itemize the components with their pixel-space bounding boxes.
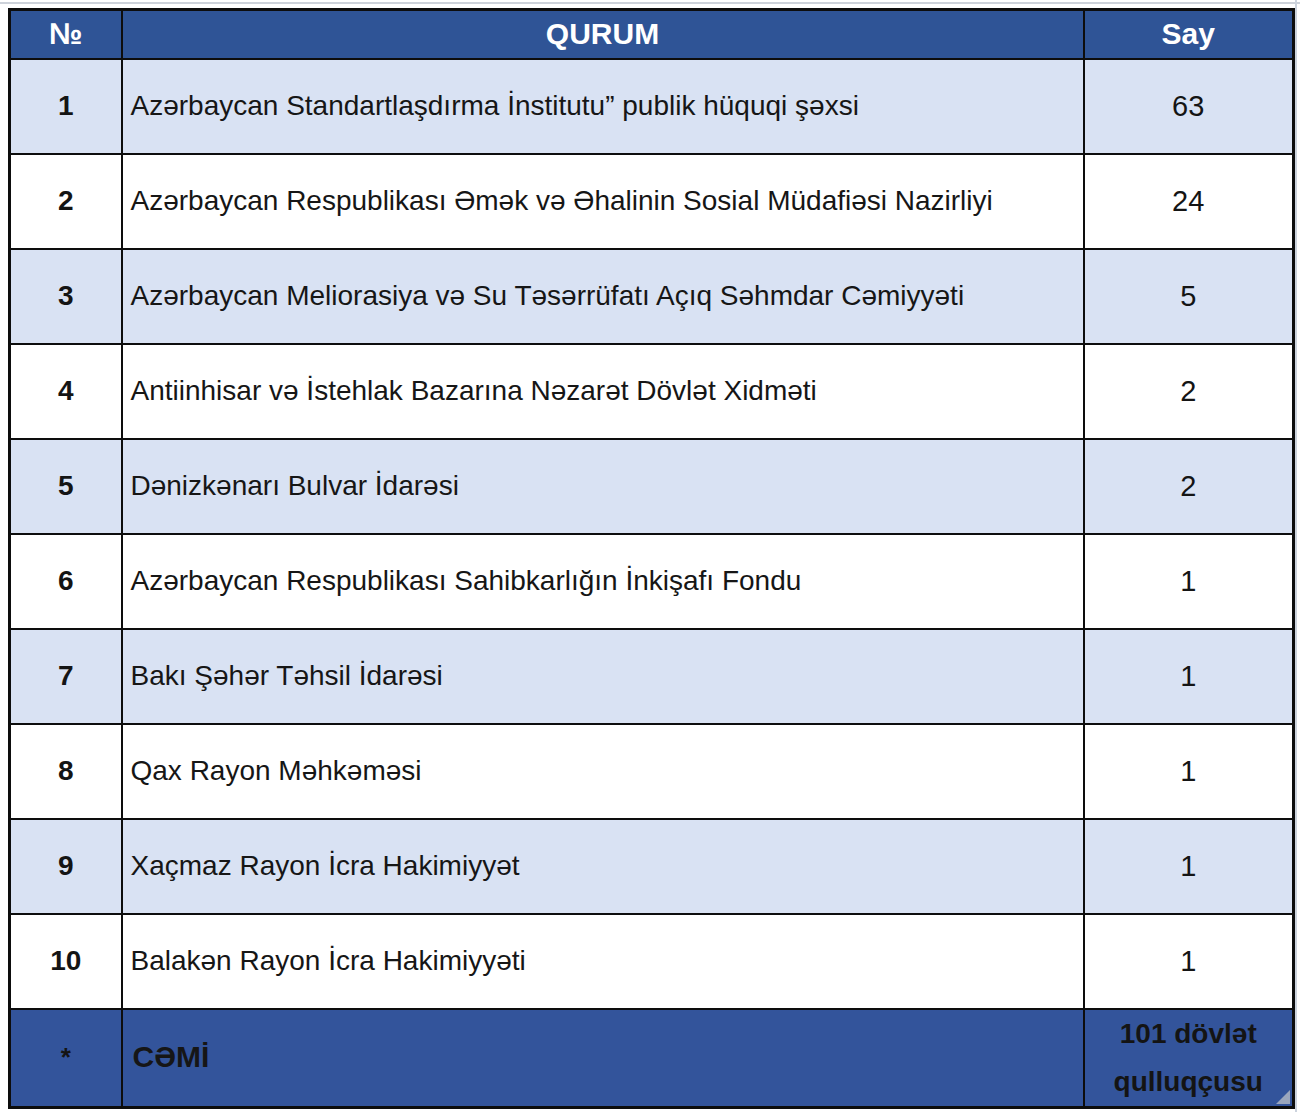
row-number-cell: 3 bbox=[10, 249, 122, 344]
say-cell: 5 bbox=[1084, 249, 1294, 344]
table-row: 9 Xaçmaz Rayon İcra Hakimiyyət 1 bbox=[10, 819, 1294, 914]
table-row: 5 Dənizkənarı Bulvar İdarəsi 2 bbox=[10, 439, 1294, 534]
total-label-cell: CƏMİ bbox=[122, 1009, 1084, 1108]
qurum-cell: Azərbaycan Respublikası Əmək və Əhalinin… bbox=[122, 154, 1084, 249]
table-footer: * CƏMİ 101 dövlət qulluqçusu bbox=[10, 1009, 1294, 1108]
qurum-cell: Xaçmaz Rayon İcra Hakimiyyət bbox=[122, 819, 1084, 914]
row-number-cell: 7 bbox=[10, 629, 122, 724]
table-row: 8 Qax Rayon Məhkəməsi 1 bbox=[10, 724, 1294, 819]
row-number-cell: 4 bbox=[10, 344, 122, 439]
total-asterisk-cell: * bbox=[10, 1009, 122, 1108]
say-cell: 1 bbox=[1084, 534, 1294, 629]
qurum-statistics-table: № QURUM Say 1 Azərbaycan Standartlaşdırm… bbox=[8, 8, 1295, 1109]
table-header: № QURUM Say bbox=[10, 10, 1294, 59]
table-row: 2 Azərbaycan Respublikası Əmək və Əhalin… bbox=[10, 154, 1294, 249]
qurum-cell: Azərbaycan Respublikası Sahibkarlığın İn… bbox=[122, 534, 1084, 629]
say-cell: 1 bbox=[1084, 724, 1294, 819]
table-row: 7 Bakı Şəhər Təhsil İdarəsi 1 bbox=[10, 629, 1294, 724]
row-number-cell: 5 bbox=[10, 439, 122, 534]
qurum-cell: Azərbaycan Meliorasiya və Su Təsərrüfatı… bbox=[122, 249, 1084, 344]
resize-handle-artifact bbox=[1276, 1090, 1290, 1104]
say-cell: 24 bbox=[1084, 154, 1294, 249]
qurum-cell: Balakən Rayon İcra Hakimiyyəti bbox=[122, 914, 1084, 1009]
row-number-cell: 10 bbox=[10, 914, 122, 1009]
total-row: * CƏMİ 101 dövlət qulluqçusu bbox=[10, 1009, 1294, 1108]
qurum-cell: Qax Rayon Məhkəməsi bbox=[122, 724, 1084, 819]
say-cell: 63 bbox=[1084, 59, 1294, 154]
say-cell: 1 bbox=[1084, 629, 1294, 724]
table-row: 10 Balakən Rayon İcra Hakimiyyəti 1 bbox=[10, 914, 1294, 1009]
qurum-cell: Bakı Şəhər Təhsil İdarəsi bbox=[122, 629, 1084, 724]
page-top-gridline bbox=[0, 2, 1300, 4]
row-number-cell: 1 bbox=[10, 59, 122, 154]
table-row: 1 Azərbaycan Standartlaşdırma İnstitutu”… bbox=[10, 59, 1294, 154]
qurum-cell: Azərbaycan Standartlaşdırma İnstitutu” p… bbox=[122, 59, 1084, 154]
row-number-cell: 8 bbox=[10, 724, 122, 819]
say-cell: 2 bbox=[1084, 439, 1294, 534]
table-body: 1 Azərbaycan Standartlaşdırma İnstitutu”… bbox=[10, 59, 1294, 1009]
header-cell-say: Say bbox=[1084, 10, 1294, 59]
say-cell: 1 bbox=[1084, 914, 1294, 1009]
row-number-cell: 2 bbox=[10, 154, 122, 249]
row-number-cell: 6 bbox=[10, 534, 122, 629]
header-cell-no: № bbox=[10, 10, 122, 59]
table-row: 6 Azərbaycan Respublikası Sahibkarlığın … bbox=[10, 534, 1294, 629]
table-row: 3 Azərbaycan Meliorasiya və Su Təsərrüfa… bbox=[10, 249, 1294, 344]
qurum-cell: Dənizkənarı Bulvar İdarəsi bbox=[122, 439, 1084, 534]
total-value-cell: 101 dövlət qulluqçusu bbox=[1084, 1009, 1294, 1108]
say-cell: 2 bbox=[1084, 344, 1294, 439]
row-number-cell: 9 bbox=[10, 819, 122, 914]
total-value-text: 101 dövlət qulluqçusu bbox=[1114, 1018, 1263, 1097]
qurum-cell: Antiinhisar və İstehlak Bazarına Nəzarət… bbox=[122, 344, 1084, 439]
table-row: 4 Antiinhisar və İstehlak Bazarına Nəzar… bbox=[10, 344, 1294, 439]
header-row: № QURUM Say bbox=[10, 10, 1294, 59]
header-cell-qurum: QURUM bbox=[122, 10, 1084, 59]
page-right-gridline bbox=[1295, 0, 1297, 1112]
say-cell: 1 bbox=[1084, 819, 1294, 914]
